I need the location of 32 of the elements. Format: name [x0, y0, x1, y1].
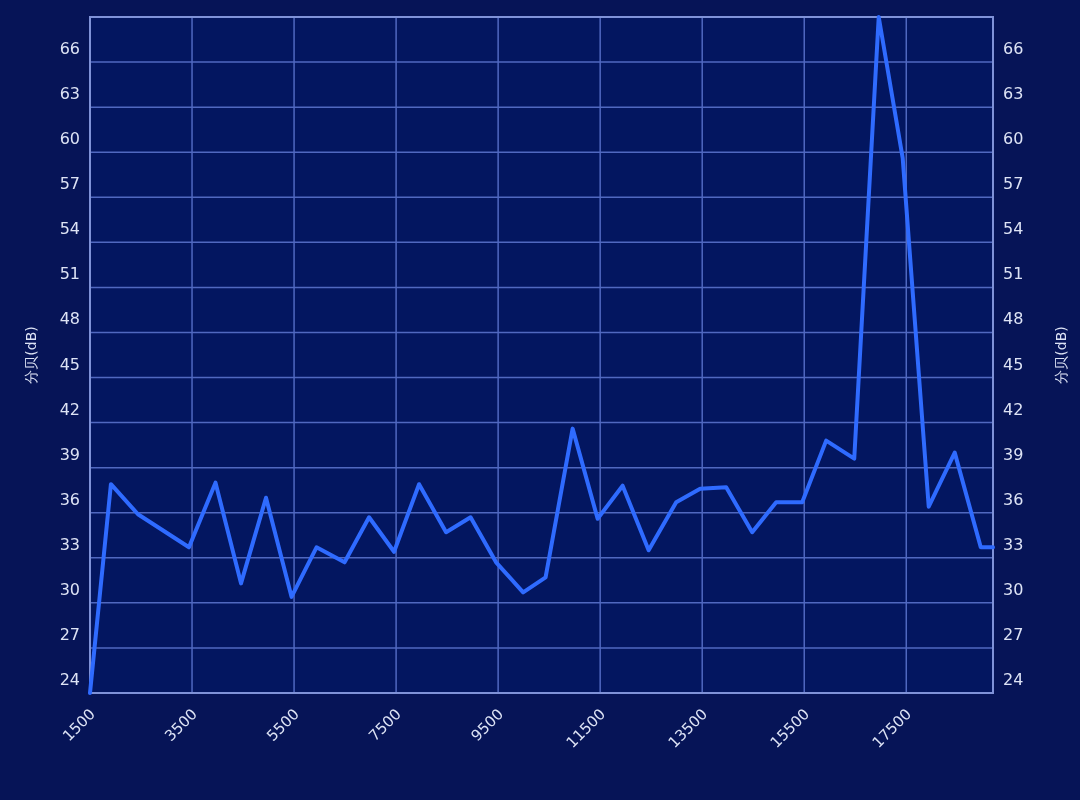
y-tick-label: 54 — [59, 219, 80, 239]
y2-tick-label: 60 — [1003, 129, 1024, 149]
y-tick-label: 36 — [59, 489, 80, 509]
y-tick-label: 63 — [59, 84, 80, 104]
y2-tick-label: 51 — [1003, 264, 1024, 284]
y2-tick-label: 27 — [1003, 624, 1024, 644]
y2-tick-label: 54 — [1003, 219, 1024, 239]
y2-tick-label: 48 — [1003, 309, 1024, 329]
y-tick-label: 48 — [59, 309, 80, 329]
y-tick-label: 51 — [59, 264, 80, 284]
y2-tick-label: 63 — [1003, 84, 1024, 104]
y-tick-label: 39 — [59, 444, 80, 464]
y2-tick-label: 66 — [1003, 39, 1024, 59]
y-axis-title: 分贝(dB) — [23, 326, 39, 384]
y-tick-label: 45 — [59, 354, 80, 374]
y-tick-label: 27 — [59, 624, 80, 644]
y-tick-label: 24 — [59, 670, 80, 689]
y2-tick-label: 30 — [1003, 579, 1024, 599]
y-tick-label: 66 — [59, 39, 80, 59]
y2-tick-label: 45 — [1003, 354, 1024, 374]
y-tick-label: 57 — [59, 174, 80, 194]
y2-tick-label: 57 — [1003, 174, 1024, 194]
y2-axis-title: 分贝(dB) — [1053, 326, 1069, 384]
y-tick-label: 42 — [59, 399, 80, 419]
y-tick-label: 33 — [59, 534, 80, 554]
y2-tick-label: 42 — [1003, 399, 1024, 419]
y2-tick-label: 39 — [1003, 444, 1024, 464]
y2-tick-label: 24 — [1003, 670, 1024, 689]
y-tick-label: 60 — [59, 129, 80, 149]
y2-tick-label: 36 — [1003, 489, 1024, 509]
y2-tick-label: 33 — [1003, 534, 1024, 554]
y-tick-label: 30 — [59, 579, 80, 599]
